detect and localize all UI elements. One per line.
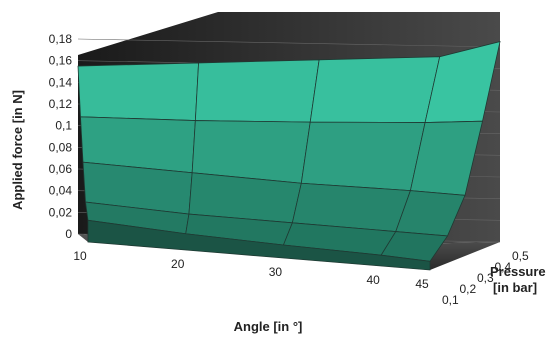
surface-patch	[77, 62, 199, 121]
z-axis-ticks: 0 0,02 0,04 0,06 0,08 0,1 0,12 0,14 0,16 0,18	[49, 32, 73, 241]
z-tick-label: 0,06	[49, 162, 73, 176]
z-tick-label: 0,12	[49, 97, 73, 111]
z-axis-title: Applied force [in N]	[10, 90, 25, 210]
y-axis-title-line1: Pressure	[490, 264, 546, 279]
z-tick-label: 0,16	[49, 54, 73, 68]
x-tick-label: 20	[171, 257, 185, 271]
surface-patch	[191, 120, 311, 184]
surface	[77, 41, 501, 271]
z-gridline	[77, 38, 501, 48]
y-tick-label: 0,3	[477, 271, 494, 285]
x-axis-title: Angle [in °]	[234, 319, 303, 334]
surface-patch	[194, 59, 320, 123]
x-tick-label: 10	[73, 249, 87, 263]
surface-front-edge	[87, 219, 431, 271]
x-tick-label: 30	[269, 265, 283, 279]
x-axis-ticks: 10 20 30 40 45	[73, 249, 429, 291]
z-tick-label: 0,1	[55, 119, 72, 133]
x-tick-label: 45	[415, 277, 429, 291]
surface-patch	[309, 56, 441, 123]
y-tick-label: 0,4	[495, 260, 512, 274]
y-axis-title-line2: [in bar]	[493, 280, 537, 295]
x-tick-label: 40	[366, 273, 380, 287]
z-tick-label: 0,18	[49, 32, 73, 46]
y-tick-label: 0,1	[442, 293, 459, 307]
surface-patch	[300, 121, 426, 192]
z-tick-label: 0,08	[49, 140, 73, 154]
z-tick-label: 0,02	[49, 205, 73, 219]
y-tick-label: 0,5	[512, 249, 529, 263]
z-tick-label: 0	[65, 227, 72, 241]
z-tick-label: 0,04	[49, 184, 73, 198]
y-axis-ticks: 0,10,20,30,40,5	[442, 249, 529, 307]
y-tick-label: 0,2	[460, 282, 477, 296]
z-tick-label: 0,14	[49, 75, 73, 89]
